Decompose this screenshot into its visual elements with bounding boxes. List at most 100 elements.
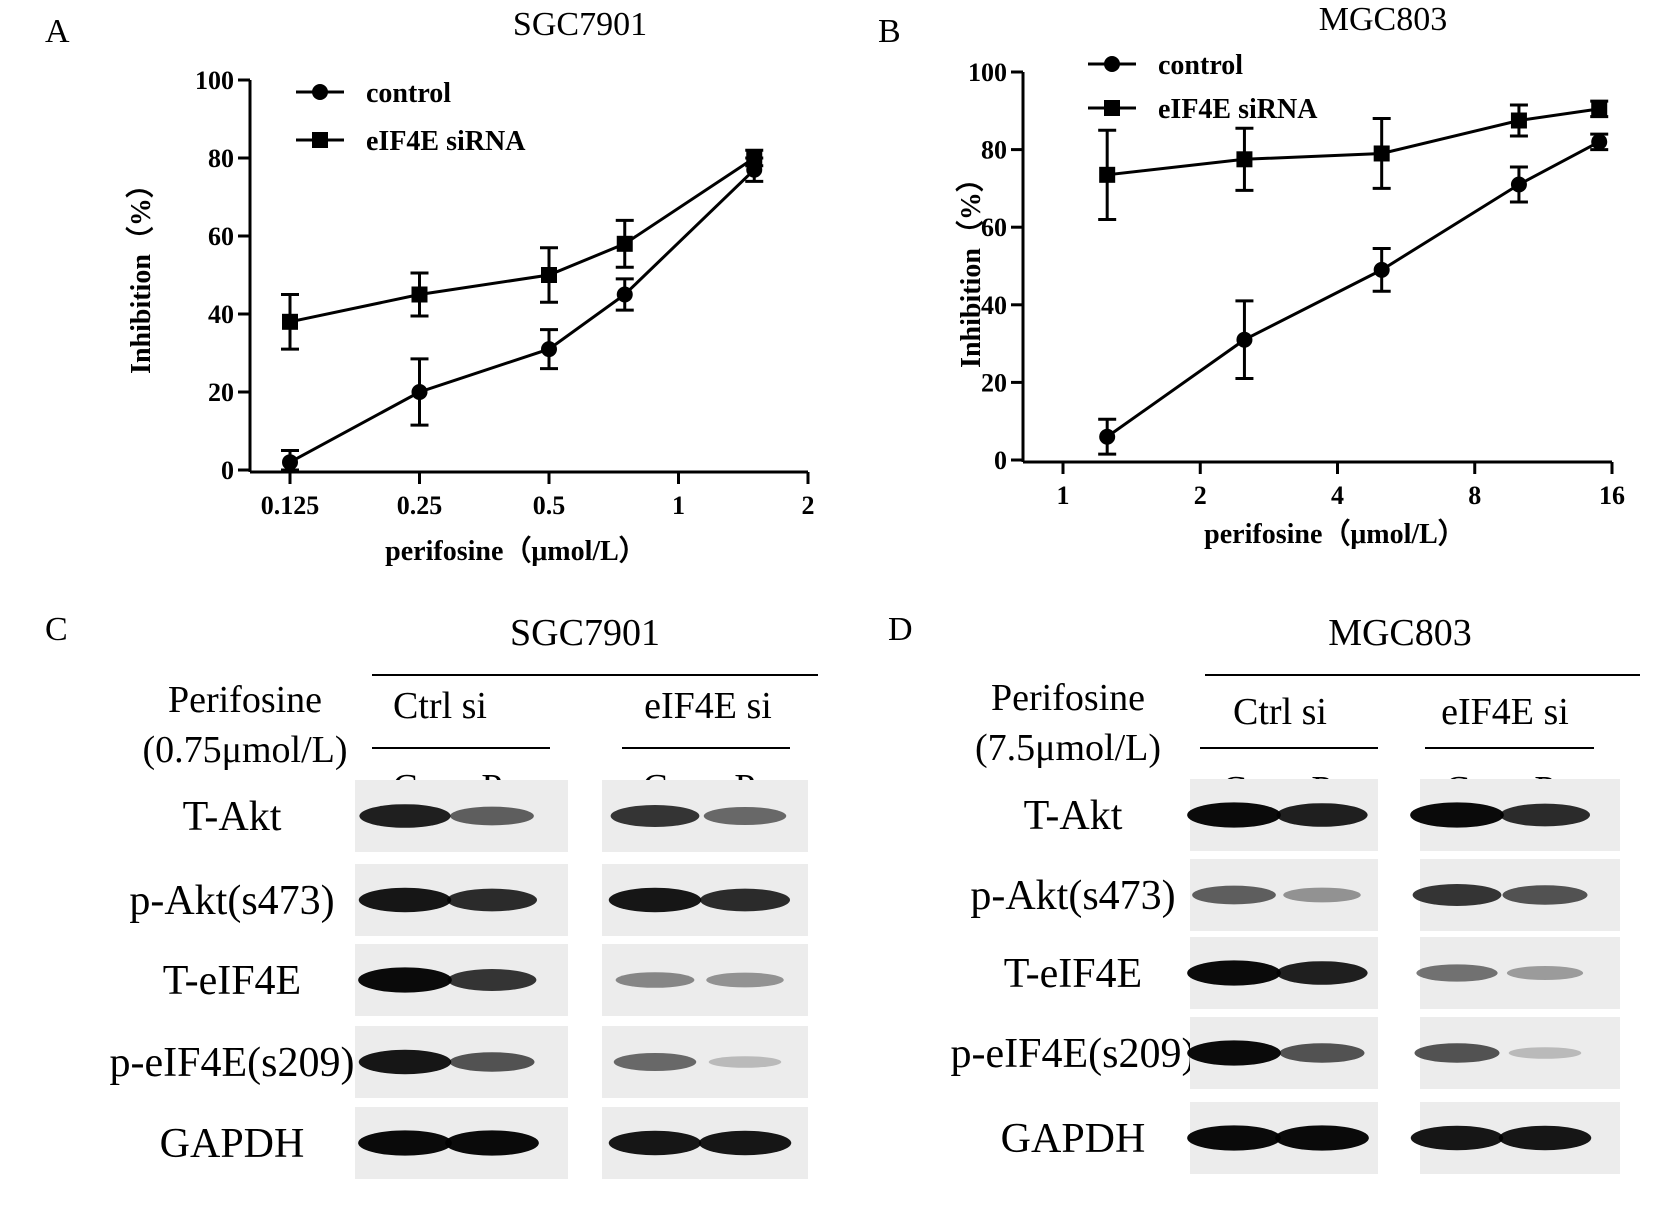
blot-band (1410, 802, 1504, 828)
blot-row-label: T-Akt (183, 794, 282, 840)
legend-label: control (366, 78, 451, 109)
x-tick-label: 1 (672, 491, 685, 520)
y-tick-label: 100 (968, 58, 1007, 87)
blot-band (445, 1130, 539, 1156)
chart-a: SGC7901 0 20 40 60 80 100 0.125 0.25 0.5 1 2 perifos… (124, 6, 815, 567)
x-tick-label: 0.25 (397, 491, 443, 520)
blot-band (1279, 1043, 1365, 1063)
y-tick-label: 80 (208, 144, 234, 173)
blot-band (703, 807, 787, 825)
blot-band (1275, 1125, 1369, 1151)
blot-band (1498, 1125, 1592, 1151)
x-axis-label: perifosine（μmol/L） (385, 534, 647, 567)
y-tick-label: 60 (208, 222, 234, 251)
legend-label: control (1158, 50, 1243, 81)
blot-band (359, 804, 451, 828)
legend-marker-circle (1104, 56, 1120, 72)
blot-band (1508, 1047, 1582, 1059)
y-tick-label: 20 (208, 378, 234, 407)
group-label: Ctrl si (1233, 691, 1327, 733)
blot-band (1187, 960, 1281, 986)
blot-band (615, 972, 695, 988)
data-point-circle (541, 341, 557, 358)
x-tick-label: 0.125 (261, 491, 320, 520)
blot-row-label: p-Akt(s473) (129, 878, 334, 924)
x-tick-label: 1 (1057, 481, 1070, 510)
data-point-circle (282, 454, 298, 471)
x-tick-label: 0.5 (533, 491, 566, 520)
data-point-square (746, 150, 763, 166)
data-point-circle (1236, 331, 1253, 348)
blot-membrane (602, 944, 808, 1016)
blot-band (706, 972, 784, 988)
blot-band (1283, 887, 1361, 903)
panel-label-b: B (878, 13, 901, 50)
blot-title: SGC7901 (510, 612, 660, 654)
panel-label-c: C (45, 611, 68, 648)
blot-band (358, 1049, 452, 1075)
blot-row-label: p-eIF4E(s209) (951, 1031, 1196, 1077)
blot-band (1187, 802, 1281, 828)
series-line-square (289, 156, 756, 324)
data-point-square (1510, 112, 1527, 129)
x-tick-label: 2 (1194, 481, 1207, 510)
legend-marker-square (1104, 100, 1120, 116)
blot-row-label: T-Akt (1024, 793, 1123, 839)
blot-band (608, 1130, 702, 1156)
blot-band (610, 805, 700, 827)
blot-band (1276, 803, 1368, 827)
group-label: eIF4E si (644, 685, 772, 727)
y-tick-label: 60 (981, 213, 1007, 242)
blot-row-label: T-eIF4E (1004, 951, 1142, 997)
blot-band (358, 887, 452, 913)
y-axis-label: Inhibition（%） (124, 170, 157, 374)
blot-band (447, 888, 537, 912)
data-point-circle (1099, 428, 1116, 445)
blot-band (1410, 1125, 1504, 1151)
blot-band (1187, 1125, 1281, 1151)
blot-band (1412, 884, 1502, 906)
blot-band (358, 1130, 452, 1156)
panel-label-a: A (45, 13, 70, 50)
blot-band (698, 1130, 792, 1156)
data-point-circle (1591, 133, 1608, 150)
blot-band (1416, 964, 1498, 982)
legend-label: eIF4E siRNA (1158, 94, 1318, 125)
data-point-square (1373, 145, 1390, 162)
x-axis-label: perifosine（μmol/L） (1204, 517, 1466, 550)
data-point-square (282, 313, 298, 330)
x-tick-label: 8 (1468, 481, 1481, 510)
y-axis-label: Inhibition（%） (954, 164, 987, 368)
y-tick-label: 20 (981, 368, 1007, 397)
x-tick-label: 2 (802, 491, 815, 520)
chart-b: MGC803 0 20 40 60 80 100 1 2 4 8 16 perifosine（μmol/… (954, 1, 1625, 550)
y-tick-label: 80 (981, 136, 1007, 165)
data-point-circle (1373, 261, 1390, 278)
data-point-square (1099, 166, 1116, 183)
y-tick-label: 0 (221, 456, 234, 485)
blot-band (1276, 961, 1368, 985)
y-tick-label: 40 (981, 291, 1007, 320)
group-label: Ctrl si (393, 685, 487, 727)
x-tick-label: 16 (1599, 481, 1625, 510)
treatment-label: (7.5μmol/L) (975, 727, 1161, 769)
blot-band (700, 888, 790, 912)
x-tick-label: 4 (1331, 481, 1344, 510)
blot-band (708, 1056, 782, 1068)
data-point-square (411, 286, 428, 303)
legend-marker-square (312, 132, 328, 148)
blot-band (1500, 803, 1590, 827)
blot-band (450, 806, 534, 826)
panel-label-d: D (888, 611, 913, 648)
data-point-circle (616, 286, 633, 303)
blot-band (613, 1053, 697, 1071)
legend-marker-circle (312, 84, 328, 100)
blot-row-label: GAPDH (1001, 1116, 1146, 1162)
treatment-label: (0.75μmol/L) (142, 729, 347, 771)
blot-band (449, 1052, 535, 1072)
blot-band (1506, 966, 1584, 980)
data-point-square (616, 235, 633, 252)
treatment-label: Perifosine (991, 677, 1145, 719)
